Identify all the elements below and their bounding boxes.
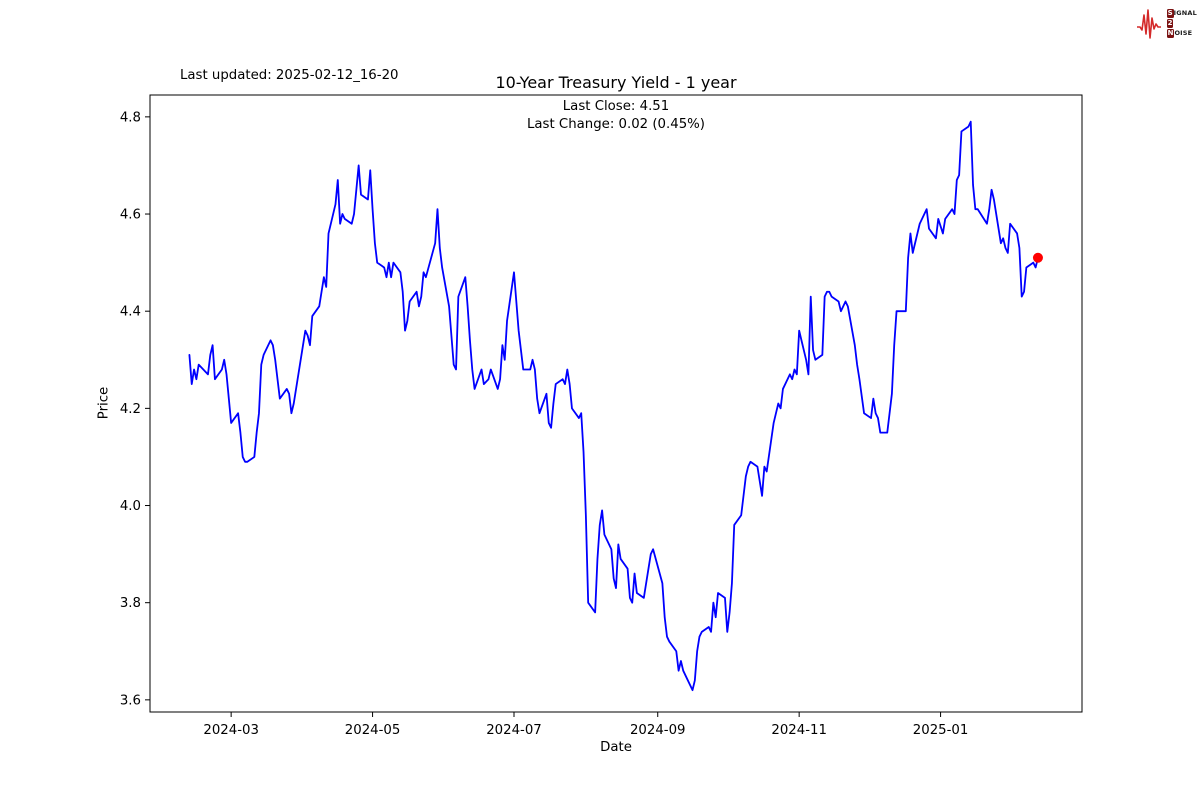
logo-letterbox-s: S <box>1166 8 1174 18</box>
logo-row-signal: S IGNAL <box>1166 8 1197 18</box>
logo-row-noise: N OISE <box>1166 28 1193 38</box>
last-point-marker <box>1032 252 1043 263</box>
chart-title: 10-Year Treasury Yield - 1 year <box>495 73 737 92</box>
svg-text:2024-09: 2024-09 <box>630 723 686 738</box>
svg-text:4.6: 4.6 <box>120 208 141 223</box>
logo-text: S IGNAL 2 N OISE <box>1166 8 1197 38</box>
svg-text:3.8: 3.8 <box>120 596 141 611</box>
signal2noise-logo: S IGNAL 2 N OISE <box>1136 3 1197 43</box>
svg-text:4.2: 4.2 <box>120 402 141 417</box>
waveform-icon <box>1136 9 1161 39</box>
svg-text:2024-07: 2024-07 <box>486 723 542 738</box>
y-axis-ticks: 3.6 3.8 4.0 4.2 4.4 4.6 4.8 <box>120 110 150 708</box>
svg-text:3.6: 3.6 <box>120 693 141 708</box>
last-change-subtitle: Last Change: 0.02 (0.45%) <box>527 117 705 132</box>
svg-text:2024-05: 2024-05 <box>345 723 401 738</box>
plot-border <box>149 94 1083 713</box>
last-updated-text: Last updated: 2025-02-12_16-20 <box>180 68 399 83</box>
price-axis-label: Price <box>96 386 112 420</box>
svg-text:4.4: 4.4 <box>120 305 141 320</box>
logo-row-2: 2 <box>1166 18 1197 28</box>
svg-text:4.8: 4.8 <box>120 110 141 125</box>
logo-letterbox-n: N <box>1166 28 1175 38</box>
date-axis-label: Date <box>600 740 632 755</box>
svg-text:4.0: 4.0 <box>120 499 141 514</box>
x-axis-ticks: 2024-03 2024-05 2024-07 2024-09 2024-11 2025-… <box>203 712 968 738</box>
svg-text:2024-03: 2024-03 <box>203 723 259 738</box>
svg-text:2025-01: 2025-01 <box>913 723 969 738</box>
logo-letterbox-2: 2 <box>1166 18 1174 28</box>
yield-line-series <box>188 120 1039 692</box>
last-close-subtitle: Last Close: 4.51 <box>562 99 670 114</box>
svg-text:2024-11: 2024-11 <box>771 723 827 738</box>
